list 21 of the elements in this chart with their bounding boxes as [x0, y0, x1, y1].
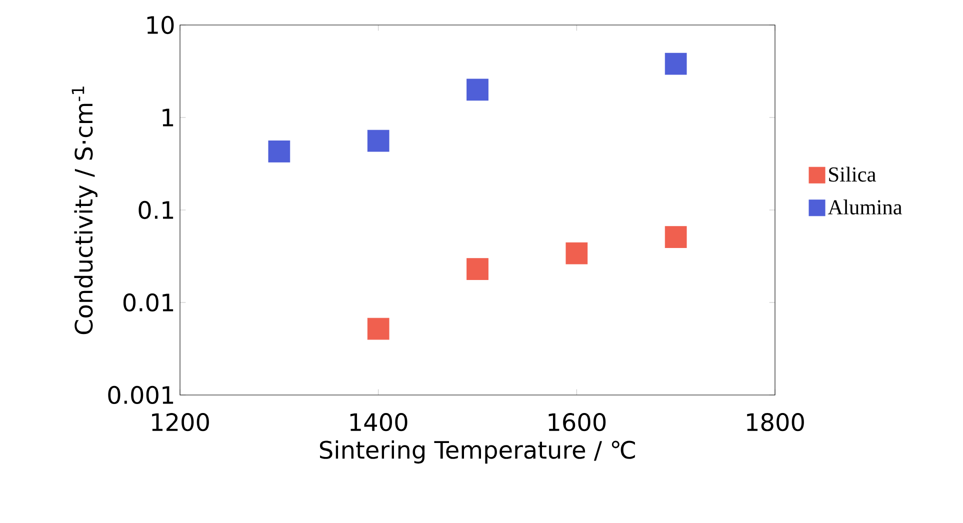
point: [664, 226, 687, 248]
legend-label: Silica: [829, 166, 876, 182]
point: [268, 140, 290, 162]
point: [466, 258, 488, 280]
point: [566, 242, 588, 264]
y-tick-label: 0.01: [123, 293, 174, 312]
point: [367, 130, 390, 152]
x-tick-label: 1800: [747, 413, 804, 432]
y-tick-label: 0.1: [138, 200, 174, 220]
x-tick-label: 1200: [152, 413, 209, 432]
x-tick-label: 1400: [350, 413, 408, 432]
y-tick-label: 0.001: [108, 386, 174, 404]
y-tick-label: 1: [162, 108, 174, 126]
point: [367, 318, 390, 340]
point: [466, 78, 488, 101]
legend-label: Alumina: [828, 199, 902, 215]
point: [664, 52, 687, 75]
y-axis-title: Conductivity / S·cm$^{-1}$: [72, 86, 98, 334]
x-tick-label: 1600: [548, 413, 606, 432]
x-axis-title: Sintering Temperature / ℃: [320, 440, 635, 464]
y-tick-label: 10: [147, 16, 174, 34]
